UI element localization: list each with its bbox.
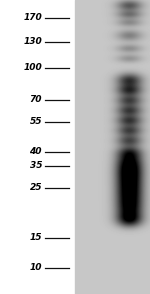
Text: 100: 100 <box>23 64 42 73</box>
Text: 55: 55 <box>30 118 42 126</box>
Text: 70: 70 <box>30 96 42 104</box>
Text: 15: 15 <box>30 233 42 243</box>
Text: 35: 35 <box>30 161 42 171</box>
Text: 170: 170 <box>23 14 42 23</box>
Text: 25: 25 <box>30 183 42 193</box>
Bar <box>0 0 75 294</box>
Bar <box>75 0 150 294</box>
Text: 10: 10 <box>30 263 42 273</box>
Text: 130: 130 <box>23 38 42 46</box>
Text: 40: 40 <box>30 148 42 156</box>
